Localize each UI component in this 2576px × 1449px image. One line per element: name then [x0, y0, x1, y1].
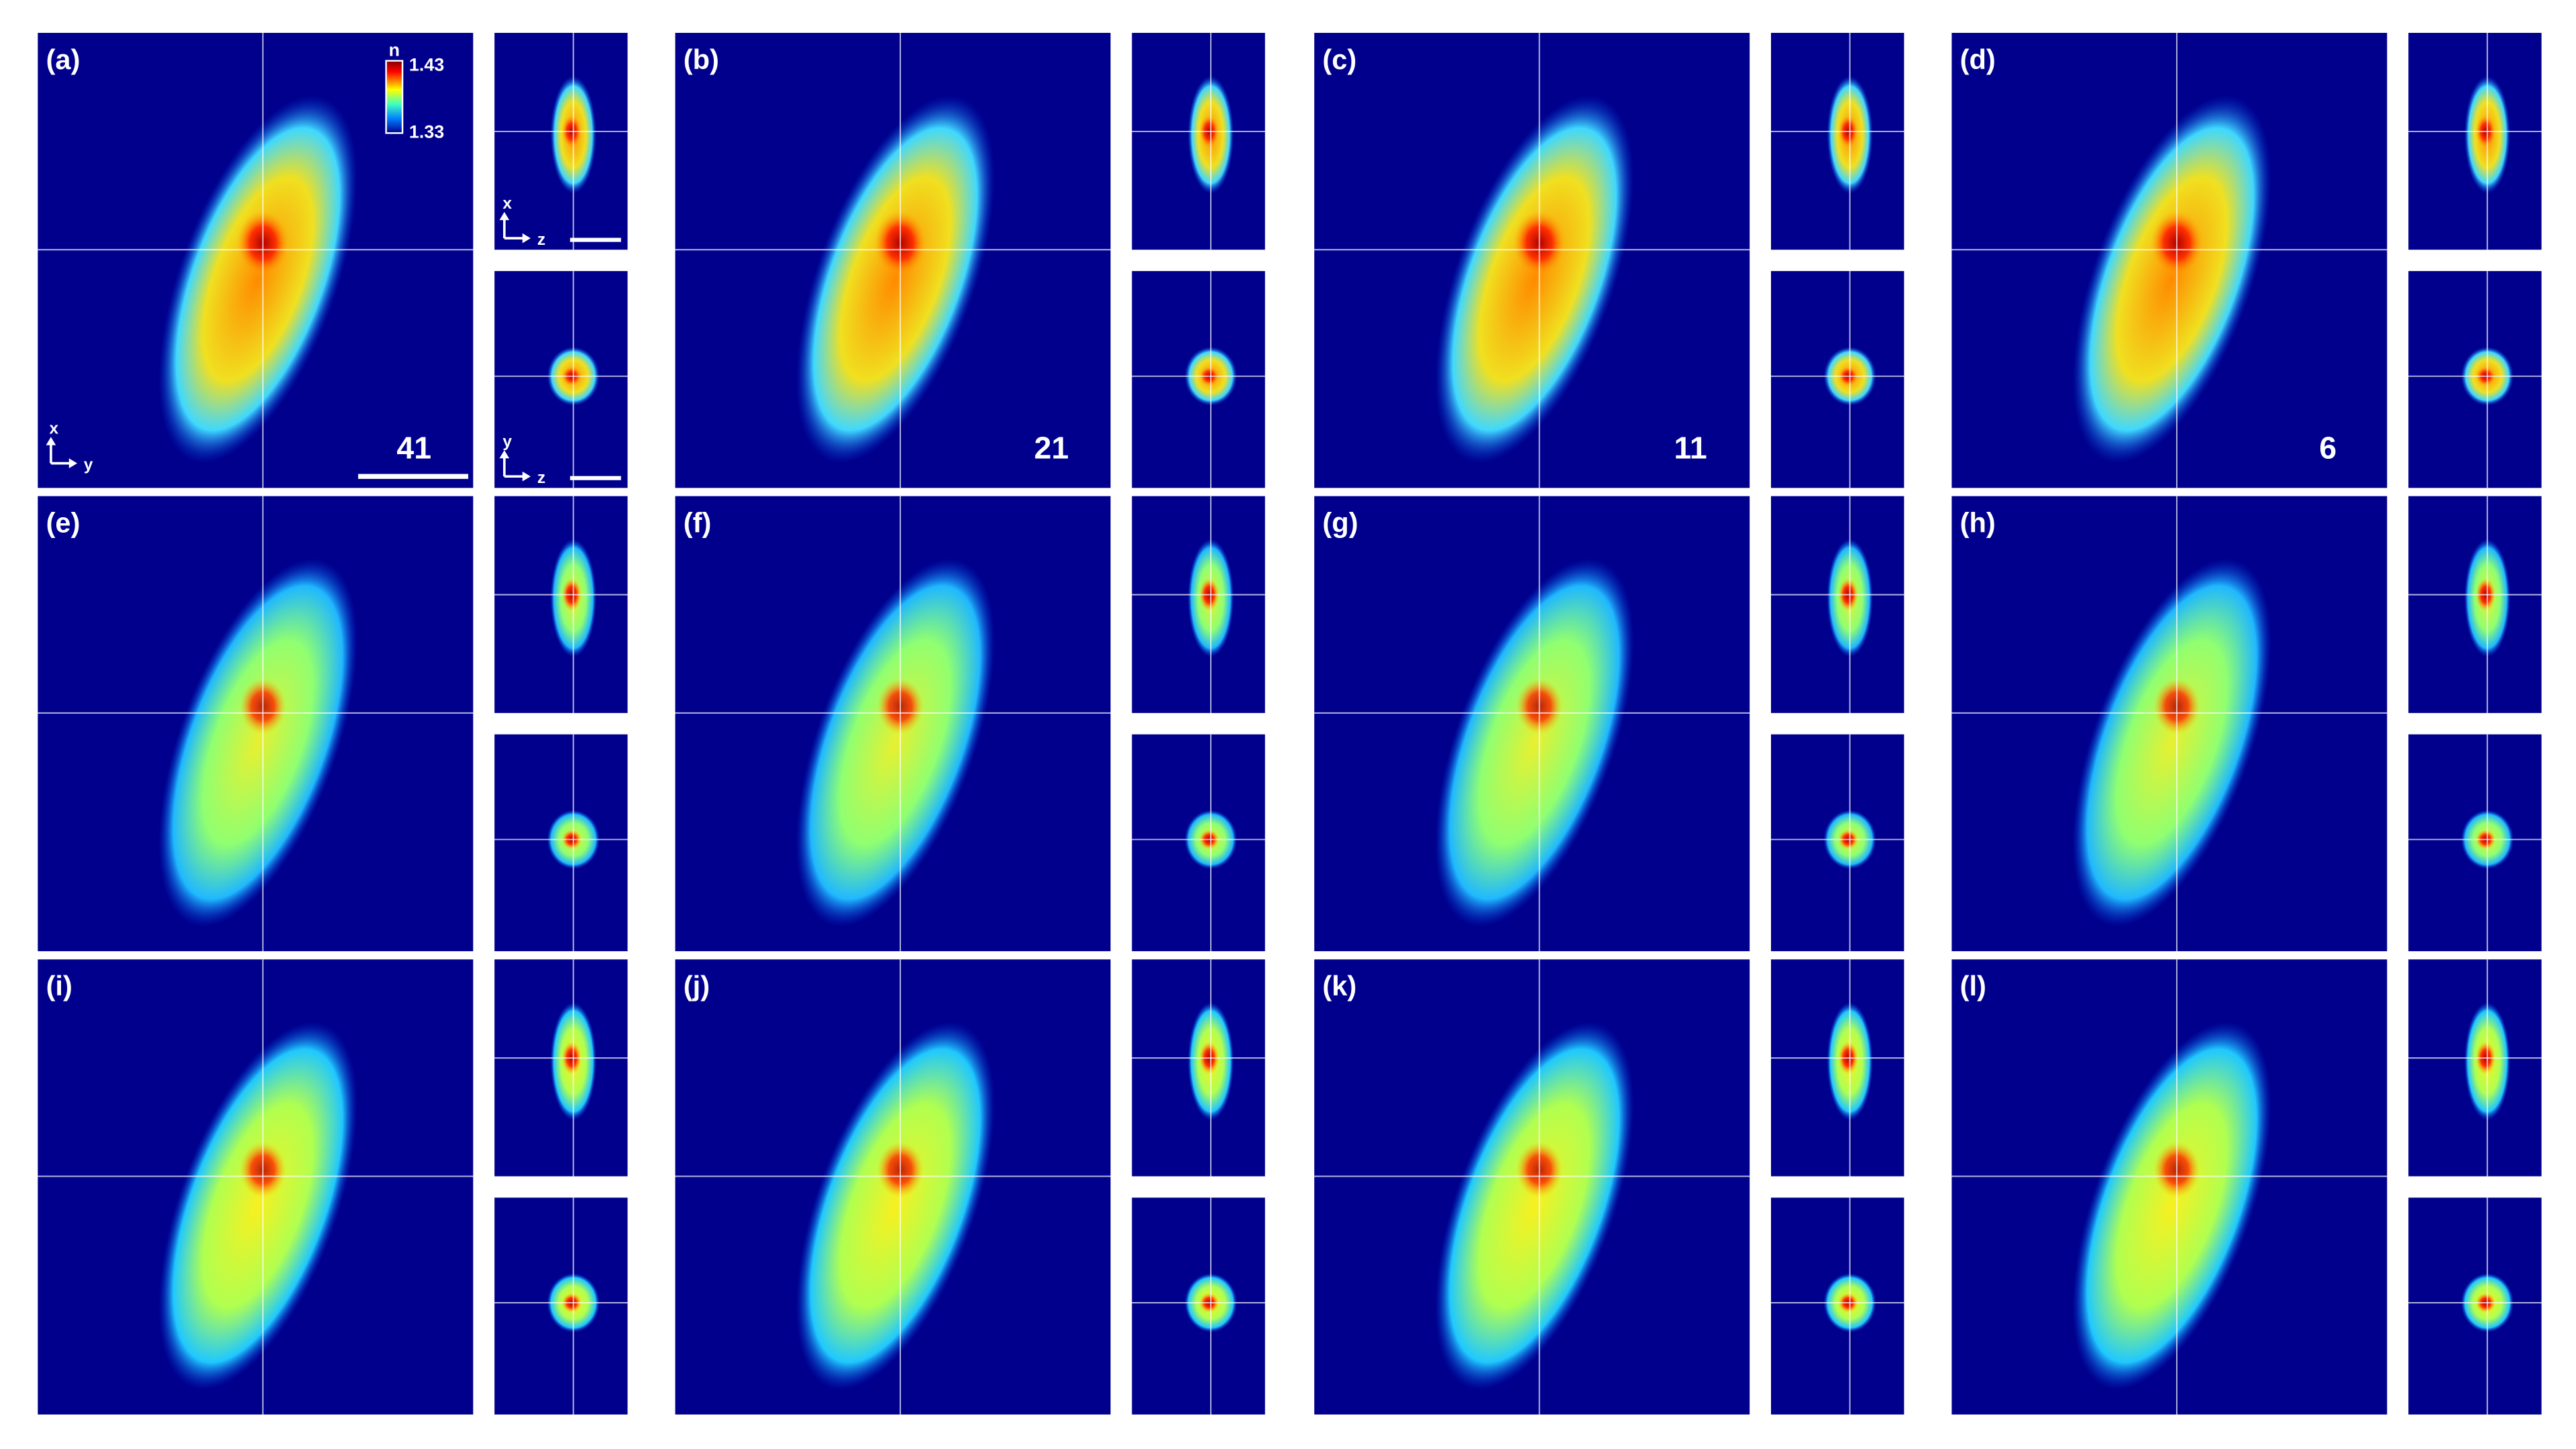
panel: [1314, 32, 1750, 488]
axis-label: y: [502, 433, 512, 451]
cell-body: [796, 95, 995, 464]
panel-label: (j): [684, 970, 710, 1002]
colorbar-min: 1.33: [409, 122, 444, 142]
cell-body: [796, 1022, 995, 1391]
panel: [1314, 496, 1750, 951]
axis-label: y: [84, 455, 93, 474]
panel: [675, 496, 1111, 951]
arrow-head: [499, 450, 531, 482]
colorbar-title: n: [389, 40, 400, 60]
axis-label: x: [49, 420, 58, 438]
panel: [1951, 32, 2387, 488]
colorbar-max: 1.43: [409, 54, 444, 74]
axis-label: z: [537, 231, 545, 249]
iteration-number: 6: [2319, 430, 2337, 465]
panel: [38, 496, 474, 951]
panel-label: (f): [684, 506, 712, 538]
panel-label: (g): [1322, 506, 1358, 538]
cell-body: [796, 558, 995, 927]
axis-label: x: [502, 195, 512, 213]
panel: [1951, 959, 2387, 1415]
colorbar: [385, 60, 404, 134]
panel: [675, 959, 1111, 1415]
cell-body: [1435, 1022, 1634, 1391]
arrow-head: [499, 211, 531, 244]
panel-label: (c): [1322, 44, 1356, 75]
panel-label: (k): [1322, 970, 1356, 1002]
cell-body: [1435, 558, 1634, 927]
arrow-head: [46, 437, 78, 468]
panel-label: (a): [46, 44, 80, 75]
panel-label: (b): [684, 44, 719, 75]
axis-label: z: [537, 469, 545, 487]
iteration-number: 41: [396, 430, 431, 465]
cell-body: [2072, 558, 2271, 927]
iteration-number: 11: [1674, 430, 1707, 465]
panel: [1951, 496, 2387, 951]
panel: [38, 32, 474, 488]
panel-label: (e): [46, 506, 80, 538]
panel-label: (l): [1960, 970, 1986, 1002]
panel: [38, 959, 474, 1415]
cell-body: [1435, 95, 1634, 464]
panel: [675, 32, 1111, 488]
panel-label: (d): [1960, 44, 1996, 75]
cell-body: [2072, 1022, 2271, 1391]
cell-body: [2072, 95, 2271, 464]
cell-body: [158, 95, 358, 464]
panel-label: (h): [1960, 506, 1996, 538]
cell-body: [158, 558, 358, 927]
panel: [1314, 959, 1750, 1415]
iteration-number: 21: [1034, 430, 1069, 465]
cell-body: [158, 1022, 358, 1391]
panel-label: (i): [46, 970, 72, 1002]
